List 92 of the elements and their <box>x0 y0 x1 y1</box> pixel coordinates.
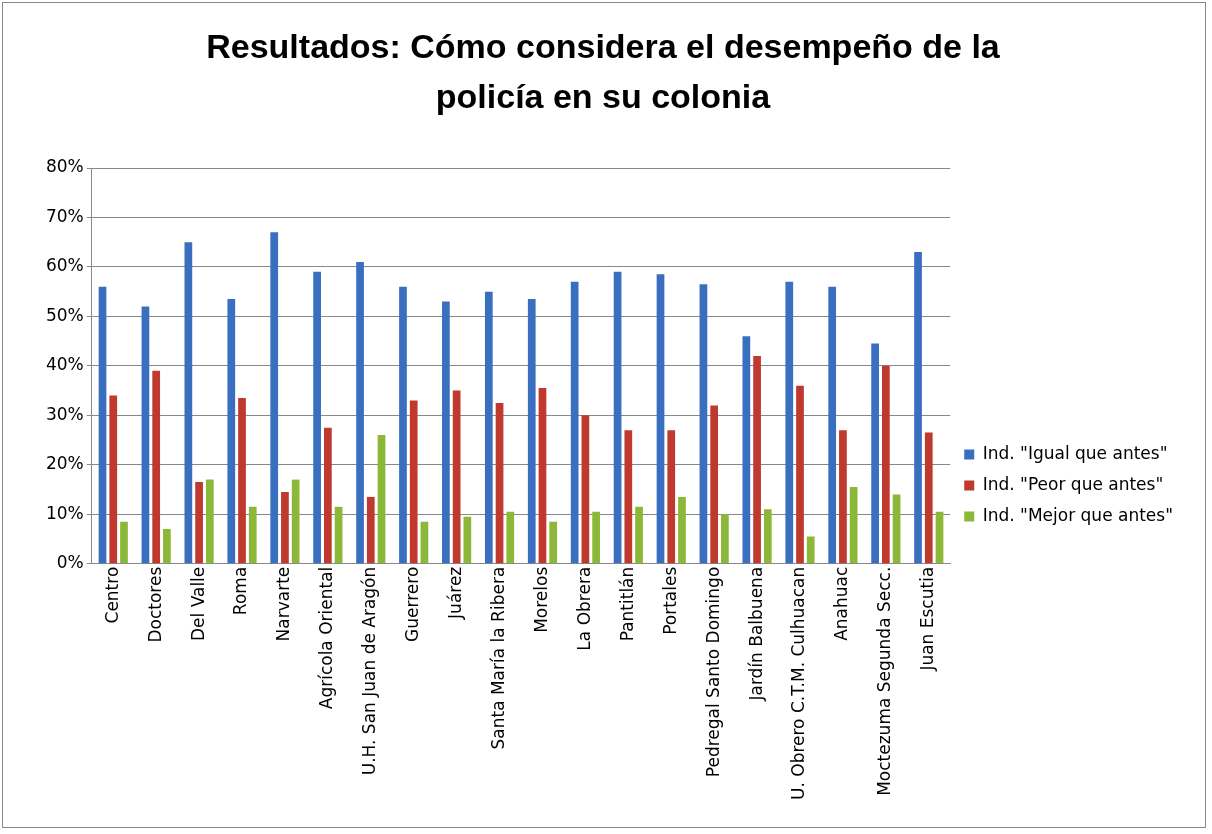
bar <box>538 388 547 564</box>
x-tick-label: Juan Escutia <box>917 566 938 672</box>
bar <box>635 506 643 564</box>
x-tick-label: Juárez <box>445 566 466 620</box>
x-tick-label: Moctezuma Segunda Secc. <box>874 566 895 796</box>
bar <box>613 271 622 564</box>
legend-label: Ind. "Peor que antes" <box>982 473 1164 494</box>
bar <box>796 385 804 564</box>
x-tick-label: Doctores <box>144 566 165 643</box>
bar <box>152 370 161 564</box>
bar <box>656 274 665 564</box>
bar <box>624 430 633 564</box>
y-tick-label: 0% <box>56 552 84 573</box>
bar <box>463 516 472 564</box>
bar <box>205 479 214 564</box>
x-tick-label: U. Obrero C.T.M. Culhuacan <box>788 566 809 800</box>
chart-title: Resultados: Cómo considera el desempeño de la policía en su colonia <box>205 26 1001 117</box>
x-tick-label: Anahuac <box>831 566 852 641</box>
y-tick-label: 60% <box>45 255 84 276</box>
y-tick-label: 30% <box>45 403 84 424</box>
bar <box>871 343 879 564</box>
bar <box>334 506 343 564</box>
bar <box>839 430 847 564</box>
bar <box>270 232 279 564</box>
x-tick-label: Roma <box>230 566 251 616</box>
bar <box>281 491 289 564</box>
y-tick-label: 50% <box>45 304 84 325</box>
y-tick-label: 70% <box>45 205 84 226</box>
bar <box>742 336 751 564</box>
bar <box>109 395 118 564</box>
bar <box>667 430 676 564</box>
x-tick-label: U.H. San Juan de Aragón <box>359 566 380 776</box>
bar <box>806 536 815 564</box>
y-tick-label: 20% <box>45 453 84 474</box>
bar <box>120 521 128 564</box>
bar <box>570 281 579 564</box>
legend-label: Ind. "Mejor que antes" <box>982 504 1174 525</box>
x-tick-label: Jardín Balbuena <box>745 566 766 702</box>
bar <box>248 506 257 564</box>
bar <box>452 390 461 564</box>
bar <box>184 242 193 564</box>
x-tick-label: Pantitlán <box>616 566 637 642</box>
x-tick-label: Narvarte <box>273 566 294 642</box>
bar <box>549 521 558 564</box>
bar <box>506 511 515 564</box>
bar <box>323 427 332 564</box>
y-tick-label: 80% <box>45 156 84 177</box>
x-tick-label: Centro <box>101 566 122 624</box>
bar <box>377 435 386 564</box>
bar <box>721 514 729 564</box>
x-tick-label: Agrícola Oriental <box>316 566 337 710</box>
x-tick-label: Portales <box>659 566 680 635</box>
bar <box>399 286 407 564</box>
y-tick-label: 10% <box>45 502 84 523</box>
x-tick-label: La Obrera <box>573 566 594 651</box>
bar <box>442 301 450 564</box>
bar <box>409 400 418 564</box>
bar <box>291 479 300 564</box>
bar <box>710 405 719 564</box>
bar <box>484 291 493 564</box>
bar <box>828 286 837 564</box>
bar <box>366 496 375 564</box>
bar <box>527 299 536 564</box>
x-tick-label: Guerrero <box>402 566 423 642</box>
bar <box>849 487 858 564</box>
bar <box>881 365 890 564</box>
y-tick-label: 40% <box>45 354 84 375</box>
legend-label: Ind. "Igual que antes" <box>982 442 1168 463</box>
bar <box>914 252 922 564</box>
bar <box>495 402 504 564</box>
x-tick-label: Santa María la Ribera <box>487 566 508 750</box>
x-tick-label: Morelos <box>530 566 551 633</box>
bar <box>678 496 686 564</box>
x-tick-label: Pedregal Santo Domingo <box>702 566 723 778</box>
bar <box>935 511 944 564</box>
bar <box>227 299 236 564</box>
bar <box>592 511 600 564</box>
bar <box>581 415 590 564</box>
bar <box>924 432 933 564</box>
bar <box>785 281 794 564</box>
x-tick-label: Del Valle <box>187 566 208 641</box>
bar <box>195 482 203 564</box>
bar <box>238 398 246 564</box>
bar <box>763 509 772 564</box>
bar <box>141 306 150 564</box>
bar <box>313 271 321 564</box>
bar <box>892 494 901 564</box>
bar <box>753 355 761 564</box>
bar <box>356 261 364 564</box>
bar <box>98 286 107 564</box>
bar <box>163 529 171 564</box>
bar <box>699 284 708 564</box>
